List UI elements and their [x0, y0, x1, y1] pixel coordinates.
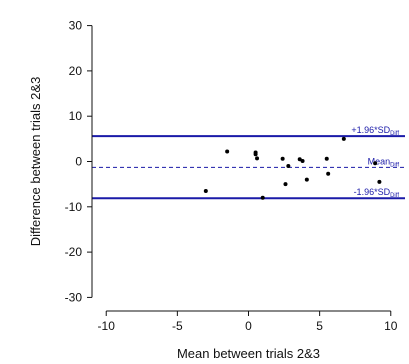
data-point [341, 136, 346, 141]
y-tick-label: 10 [69, 109, 83, 123]
data-point [286, 164, 291, 169]
x-ticks-layer: -10 -5 0 5 10 [98, 311, 398, 333]
data-point [260, 195, 265, 200]
x-tick-label: -5 [172, 319, 183, 333]
data-point [297, 157, 302, 162]
y-tick-label: -10 [65, 200, 83, 214]
data-point [300, 159, 305, 164]
data-point [255, 156, 260, 161]
reference-line-label: MeanDiff [368, 156, 400, 168]
reference-line-label: +1.96*SDDiff [351, 125, 399, 137]
x-axis-title: Mean between trials 2&3 [177, 346, 320, 361]
data-point [324, 156, 329, 161]
points-layer [203, 136, 382, 200]
data-point [280, 156, 285, 161]
y-ticks-layer: -30 -20 -10 0 10 20 30 [65, 19, 92, 304]
reference-line-label: -1.96*SDDiff [354, 187, 400, 199]
data-point [203, 188, 208, 193]
axes-layer [91, 25, 391, 312]
x-tick-label: 5 [316, 319, 323, 333]
reference-lines-layer: +1.96*SDDiff MeanDiff -1.96*SDDiff [92, 125, 405, 200]
data-point [377, 179, 382, 184]
x-tick-label: 10 [384, 319, 398, 333]
x-tick-label: 0 [245, 319, 252, 333]
y-tick-label: -30 [65, 290, 83, 304]
x-tick-label: -10 [98, 319, 116, 333]
data-point [283, 182, 288, 187]
y-tick-label: 30 [69, 19, 83, 33]
y-tick-label: 0 [75, 155, 82, 169]
y-tick-label: -20 [65, 245, 83, 259]
data-point [253, 152, 258, 157]
y-tick-label: 20 [69, 64, 83, 78]
data-point [225, 149, 230, 154]
y-axis-title: Difference between trials 2&3 [28, 77, 43, 247]
data-point [326, 171, 331, 176]
data-point [373, 161, 378, 166]
data-point [304, 177, 309, 182]
